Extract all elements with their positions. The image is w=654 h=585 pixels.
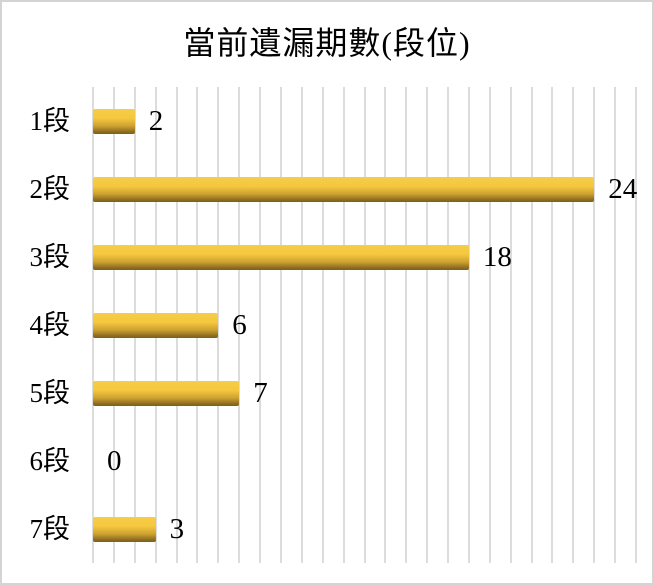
category-label: 4段 <box>29 310 71 340</box>
value-label: 0 <box>107 445 122 477</box>
bar <box>93 108 135 134</box>
category-label: 3段 <box>29 242 71 272</box>
value-label: 18 <box>482 241 512 273</box>
gridline <box>363 87 366 563</box>
gridline <box>635 87 637 563</box>
chart-title: 當前遺漏期數(段位) <box>183 25 471 61</box>
value-label: 2 <box>148 105 164 137</box>
gridline <box>405 87 408 563</box>
bar <box>93 516 156 542</box>
category-label: 6段 <box>29 446 71 476</box>
bar <box>93 244 469 270</box>
gridline <box>342 87 345 563</box>
gridline <box>279 87 282 563</box>
gridline <box>426 87 429 563</box>
gridline <box>572 87 575 563</box>
gridline <box>384 87 387 563</box>
gridline <box>259 87 262 563</box>
bar-row: 6段 0 <box>2 427 652 495</box>
gridline <box>447 87 450 563</box>
bar <box>93 380 240 406</box>
bar <box>93 176 595 202</box>
bar-row: 7段 3 <box>2 495 652 563</box>
bar-row: 1段 2 <box>2 87 652 155</box>
bar-row: 5段 7 <box>2 359 652 427</box>
gridline <box>488 87 491 563</box>
gridline <box>238 87 241 563</box>
bar-row: 3段 18 <box>2 223 652 291</box>
category-label: 2段 <box>29 174 71 204</box>
bar-row: 4段 6 <box>2 291 652 359</box>
value-label: 24 <box>608 173 638 205</box>
gridline <box>217 87 220 563</box>
value-label: 6 <box>232 309 247 341</box>
gridline <box>300 87 303 563</box>
bar <box>93 312 219 338</box>
gridline <box>593 87 596 563</box>
bar-row: 2段 24 <box>2 155 652 223</box>
value-label: 7 <box>253 377 268 409</box>
value-label: 3 <box>169 513 185 545</box>
gridline <box>509 87 512 563</box>
gridline <box>530 87 533 563</box>
bar-rows: 1段 2 2段 24 3段 18 4段 6 5段 7 6段 0 7段 3 <box>2 87 652 563</box>
gridline <box>321 87 324 563</box>
category-label: 1段 <box>29 106 71 136</box>
gridline <box>467 87 470 563</box>
category-label: 7段 <box>29 514 71 544</box>
gridline <box>614 87 617 563</box>
gridline <box>551 87 554 563</box>
category-label: 5段 <box>29 378 71 408</box>
